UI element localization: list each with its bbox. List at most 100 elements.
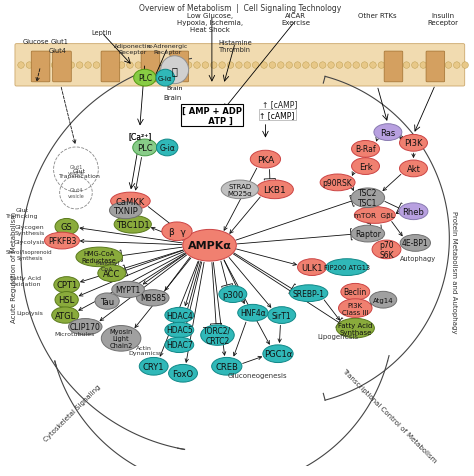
Ellipse shape bbox=[336, 318, 374, 338]
Text: Protein Metabolism and Autophagy: Protein Metabolism and Autophagy bbox=[451, 210, 457, 332]
FancyBboxPatch shape bbox=[101, 52, 120, 83]
Text: Beclin: Beclin bbox=[344, 288, 367, 297]
Text: Sterol/Isoprenoid
Synthesis: Sterol/Isoprenoid Synthesis bbox=[6, 249, 53, 260]
Text: HMG-CoA
Reductase: HMG-CoA Reductase bbox=[82, 251, 117, 264]
Circle shape bbox=[462, 63, 468, 69]
Circle shape bbox=[420, 63, 427, 69]
Text: PI3K: PI3K bbox=[404, 139, 423, 148]
Circle shape bbox=[361, 63, 368, 69]
Text: Other RTKs: Other RTKs bbox=[358, 13, 396, 20]
Ellipse shape bbox=[156, 140, 178, 157]
Text: MYPT1: MYPT1 bbox=[116, 285, 141, 294]
Ellipse shape bbox=[95, 293, 119, 309]
Ellipse shape bbox=[400, 135, 428, 152]
Text: SREBP-1: SREBP-1 bbox=[293, 289, 325, 298]
FancyBboxPatch shape bbox=[31, 52, 50, 83]
Ellipse shape bbox=[137, 290, 169, 307]
Circle shape bbox=[345, 63, 351, 69]
Circle shape bbox=[93, 63, 100, 69]
Text: Glut
Translocation: Glut Translocation bbox=[59, 169, 100, 179]
Ellipse shape bbox=[201, 325, 234, 346]
Circle shape bbox=[370, 63, 376, 69]
Text: Low Glucose,
Hypoxia, Ischemia,
Heat Shock: Low Glucose, Hypoxia, Ischemia, Heat Sho… bbox=[176, 13, 243, 33]
Text: Akt: Akt bbox=[407, 165, 420, 174]
Circle shape bbox=[144, 63, 150, 69]
Ellipse shape bbox=[326, 259, 368, 276]
Circle shape bbox=[152, 63, 158, 69]
Ellipse shape bbox=[238, 305, 268, 321]
Text: p70
S6K: p70 S6K bbox=[379, 240, 394, 259]
Text: G-iα: G-iα bbox=[158, 76, 173, 81]
Text: Brain: Brain bbox=[163, 95, 182, 101]
Circle shape bbox=[403, 63, 410, 69]
Ellipse shape bbox=[54, 277, 80, 293]
Ellipse shape bbox=[250, 151, 281, 169]
Circle shape bbox=[135, 63, 142, 69]
Ellipse shape bbox=[351, 226, 384, 242]
Circle shape bbox=[68, 63, 74, 69]
Ellipse shape bbox=[112, 282, 145, 298]
Circle shape bbox=[411, 63, 418, 69]
Ellipse shape bbox=[374, 124, 402, 141]
Text: Leptin: Leptin bbox=[91, 30, 112, 36]
Circle shape bbox=[445, 63, 452, 69]
FancyBboxPatch shape bbox=[141, 52, 160, 83]
Text: PKA: PKA bbox=[257, 155, 274, 164]
Circle shape bbox=[395, 63, 401, 69]
Ellipse shape bbox=[55, 292, 78, 308]
Ellipse shape bbox=[370, 292, 397, 308]
Text: TXNIP: TXNIP bbox=[113, 207, 138, 215]
Text: Glut
Trafficking: Glut Trafficking bbox=[6, 208, 39, 218]
Circle shape bbox=[454, 63, 460, 69]
Text: PI3K
Class III: PI3K Class III bbox=[342, 302, 369, 315]
Circle shape bbox=[428, 63, 435, 69]
Text: FIP200 ATG13: FIP200 ATG13 bbox=[324, 265, 370, 270]
Circle shape bbox=[210, 63, 217, 69]
Text: 4E-BP1: 4E-BP1 bbox=[402, 239, 428, 248]
Ellipse shape bbox=[352, 141, 380, 158]
Circle shape bbox=[378, 63, 384, 69]
Text: Glucose: Glucose bbox=[23, 39, 49, 45]
Text: β  γ: β γ bbox=[169, 227, 185, 236]
Circle shape bbox=[286, 63, 292, 69]
Text: Brain: Brain bbox=[166, 85, 183, 90]
Ellipse shape bbox=[169, 365, 198, 382]
Ellipse shape bbox=[165, 308, 194, 323]
Text: Atg14: Atg14 bbox=[373, 297, 393, 303]
Text: [Ca²⁺]: [Ca²⁺] bbox=[128, 132, 151, 141]
Ellipse shape bbox=[114, 216, 151, 234]
Ellipse shape bbox=[55, 219, 78, 235]
Text: Glut4: Glut4 bbox=[49, 48, 67, 54]
Circle shape bbox=[319, 63, 326, 69]
Ellipse shape bbox=[298, 259, 327, 276]
Ellipse shape bbox=[162, 222, 192, 241]
Circle shape bbox=[85, 63, 91, 69]
Text: ULK1: ULK1 bbox=[301, 263, 323, 272]
Ellipse shape bbox=[69, 319, 102, 335]
Text: Glycogen
Synthesis: Glycogen Synthesis bbox=[14, 225, 45, 236]
Text: MBS85: MBS85 bbox=[140, 294, 166, 303]
Circle shape bbox=[219, 63, 226, 69]
Text: ATGL: ATGL bbox=[55, 311, 76, 320]
Circle shape bbox=[118, 63, 125, 69]
Text: CaMKK: CaMKK bbox=[116, 197, 145, 206]
Circle shape bbox=[303, 63, 309, 69]
Circle shape bbox=[185, 63, 192, 69]
Ellipse shape bbox=[139, 357, 168, 376]
Text: Cytoskeletal Signaling: Cytoskeletal Signaling bbox=[43, 384, 102, 442]
Text: Gluconeogenesis: Gluconeogenesis bbox=[227, 372, 287, 378]
Text: AICAR
Exercise: AICAR Exercise bbox=[281, 13, 310, 26]
Circle shape bbox=[76, 63, 83, 69]
Text: Malonyl
CoA: Malonyl CoA bbox=[95, 260, 119, 271]
Text: STRAD
MO25α: STRAD MO25α bbox=[228, 183, 252, 197]
Text: PLC: PLC bbox=[138, 74, 152, 83]
Text: TSC2
TSC1: TSC2 TSC1 bbox=[358, 188, 378, 208]
Circle shape bbox=[252, 63, 259, 69]
Ellipse shape bbox=[400, 161, 428, 178]
Text: SirT1: SirT1 bbox=[272, 311, 292, 320]
Circle shape bbox=[269, 63, 276, 69]
Ellipse shape bbox=[399, 203, 428, 220]
Text: HDAC5: HDAC5 bbox=[166, 326, 192, 335]
Circle shape bbox=[101, 63, 108, 69]
Ellipse shape bbox=[320, 175, 355, 191]
